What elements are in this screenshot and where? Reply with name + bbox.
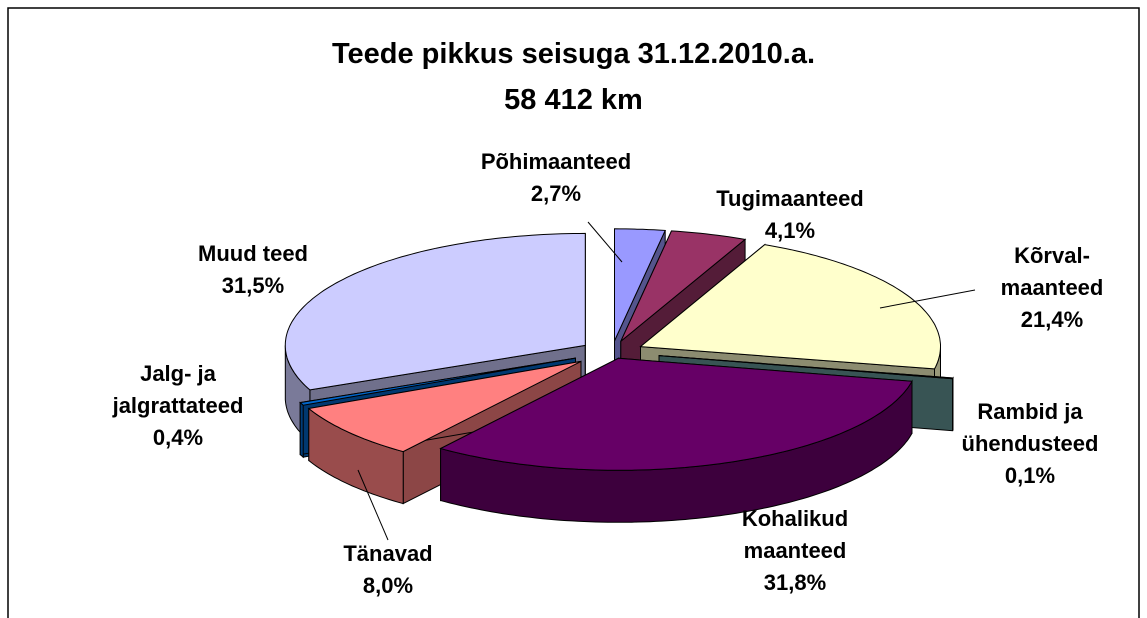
chart-title: Teede pikkus seisuga 31.12.2010.a.	[331, 38, 816, 70]
leader-line	[879, 289, 976, 309]
category-name: Tugimaanteed	[716, 186, 864, 211]
slice-top	[639, 244, 941, 370]
slice-top	[299, 357, 576, 406]
slice-top	[439, 357, 913, 471]
category-name: Muud teed	[198, 241, 308, 266]
slice-label: Muud teed 31,5%	[198, 238, 308, 302]
leader-line	[357, 469, 389, 541]
value-label: 21,4%	[1020, 307, 1084, 332]
slice-label: Kõrval- maanteed 21,4%	[1001, 240, 1104, 336]
chart-subtitle: 58 412 km	[504, 84, 643, 116]
slice-top	[614, 228, 666, 342]
value-label: 31,5%	[221, 273, 285, 298]
value-label: 8,0%	[362, 573, 414, 598]
category-name: Kohalikud maanteed	[741, 506, 849, 563]
category-name: Jalg- ja jalgrattateed	[112, 361, 244, 418]
slice-label: Tänavad 8,0%	[343, 538, 432, 602]
slice-top	[620, 230, 747, 342]
slice-top	[284, 232, 586, 391]
category-name: Kõrval- maanteed	[1000, 243, 1104, 300]
value-label: 0,4%	[152, 425, 204, 450]
category-name: Põhimaanteed	[480, 149, 632, 174]
value-label: 4,1%	[764, 218, 816, 243]
value-label: 0,1%	[1004, 463, 1056, 488]
leader-line	[587, 221, 623, 263]
category-name: Rambid ja ühendusteed	[961, 399, 1099, 456]
slice-label: Kohalikud maanteed 31,8%	[742, 503, 848, 599]
slice-top	[658, 355, 954, 380]
slice-label: Jalg- ja jalgrattateed 0,4%	[113, 358, 244, 454]
slice-top	[307, 360, 582, 453]
slice-label: Tugimaanteed 4,1%	[716, 183, 864, 247]
value-label: 31,8%	[763, 570, 827, 595]
slice-side	[299, 401, 304, 459]
slice-label: Põhimaanteed 2,7%	[481, 146, 631, 210]
category-name: Tänavad	[343, 541, 433, 566]
value-label: 2,7%	[530, 181, 582, 206]
slice-label: Rambid ja ühendusteed 0,1%	[962, 396, 1099, 492]
